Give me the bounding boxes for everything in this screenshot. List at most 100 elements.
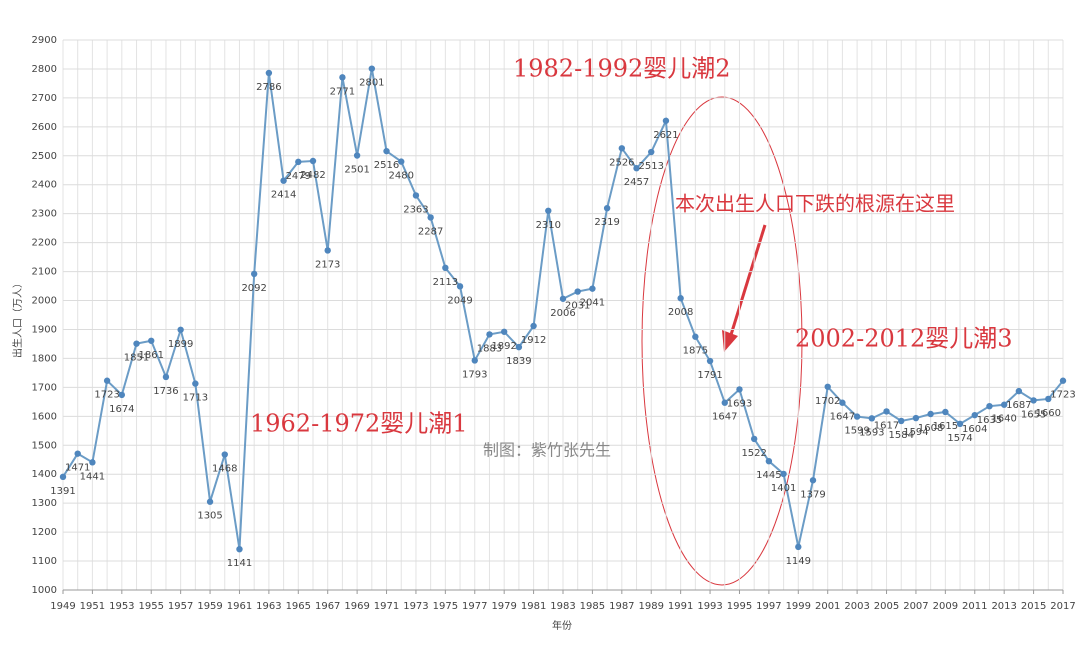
y-tick-label: 2400 [32,180,57,191]
data-point [868,415,876,422]
data-label: 1604 [962,424,987,435]
data-label: 1617 [874,420,899,431]
data-label: 1883 [477,343,502,354]
data-label: 1892 [491,341,516,352]
data-point [515,343,523,351]
x-tick-label: 1963 [256,601,281,612]
data-label: 1635 [977,415,1002,426]
x-tick-label: 2015 [1021,601,1046,612]
x-tick-label: 1967 [315,601,340,612]
x-tick-label: 2011 [962,601,987,612]
x-tick-label: 2017 [1050,601,1075,612]
data-point [1000,401,1008,408]
data-point [677,295,684,302]
data-point [456,283,464,290]
data-point [780,470,787,478]
data-label: 1839 [506,356,531,367]
data-point [662,117,670,124]
data-label: 1468 [212,464,237,475]
data-point [309,157,317,165]
data-label: 1599 [844,426,869,437]
data-point [1059,377,1067,384]
y-tick-label: 2300 [32,209,57,220]
y-tick-label: 1000 [32,585,57,596]
data-label: 1713 [183,393,208,404]
data-point [956,420,964,428]
data-point [971,411,978,419]
data-point [221,451,228,458]
data-point [824,383,831,390]
data-point [898,417,905,425]
y-tick-label: 1900 [32,324,57,335]
data-label: 1791 [697,370,722,381]
arrow-head [722,330,738,352]
x-tick-label: 1969 [344,601,369,612]
data-point [853,413,861,420]
data-label: 2482 [300,170,325,181]
data-point [324,247,331,254]
data-label: 1899 [168,339,193,350]
data-point [750,435,758,443]
annotation: 1962-1972婴儿潮1 [250,410,468,438]
data-label: 1693 [727,398,752,409]
data-point [589,285,596,292]
data-label: 1687 [1006,400,1031,411]
data-label: 2526 [609,157,634,168]
data-label: 1445 [756,470,781,481]
data-point [545,207,552,214]
x-tick-label: 1987 [609,601,634,612]
data-point [618,145,626,152]
data-point [1030,397,1037,404]
data-label: 1647 [712,412,737,423]
data-label: 2363 [403,204,428,215]
data-label: 1522 [741,448,766,459]
data-label: 2414 [271,190,296,201]
data-label: 2786 [256,82,281,93]
data-point [706,357,714,365]
data-point [912,414,920,422]
y-tick-label: 2900 [32,35,57,46]
y-tick-label: 1800 [32,353,57,364]
data-label: 2287 [418,226,443,237]
data-point [118,391,126,399]
y-tick-label: 2100 [32,267,57,278]
data-point [530,322,537,330]
data-label: 1851 [124,353,149,364]
data-label: 1861 [139,350,164,361]
data-point [162,373,170,381]
x-tick-label: 1999 [786,601,811,612]
x-tick-label: 1989 [639,601,664,612]
data-label: 2008 [668,307,693,318]
data-point [59,473,67,481]
x-tick-label: 1949 [50,601,75,612]
data-label: 1702 [815,396,840,407]
data-point [280,177,287,184]
annotation: 1982-1992婴儿潮2 [513,55,731,83]
data-label: 2513 [639,161,664,172]
x-tick-label: 2009 [933,601,958,612]
data-point [89,459,96,466]
data-point [442,264,449,272]
data-label: 2049 [447,295,472,306]
data-label: 1141 [227,558,252,569]
data-point [148,337,155,344]
x-tick-label: 2001 [815,601,840,612]
data-point [74,450,81,457]
data-point [721,399,728,406]
data-label: 1912 [521,335,546,346]
x-tick-label: 1981 [521,601,546,612]
data-point [368,65,376,72]
y-tick-label: 1600 [32,411,57,422]
data-label: 1723 [94,390,119,401]
data-label: 1640 [991,414,1016,425]
x-tick-label: 1951 [80,601,105,612]
x-tick-label: 1965 [286,601,311,612]
data-point [427,214,434,221]
y-tick-label: 2000 [32,296,57,307]
x-tick-label: 1961 [227,601,252,612]
data-point [471,357,478,364]
data-label: 1723 [1050,390,1075,401]
data-label: 2479 [286,171,311,182]
data-label: 1305 [197,511,222,522]
data-label: 1615 [933,421,958,432]
